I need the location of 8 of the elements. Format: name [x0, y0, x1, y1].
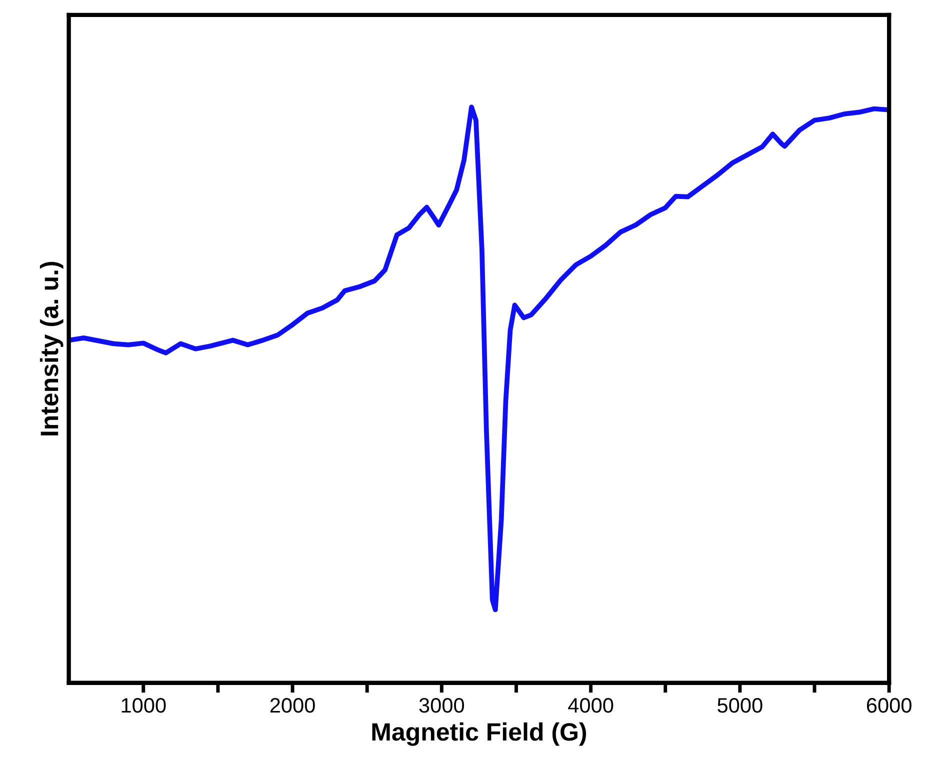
x-tick-label: 4000: [568, 698, 614, 713]
x-axis-title: Magnetic Field (G): [372, 722, 586, 746]
x-tick-label: 2000: [270, 698, 315, 713]
x-tick-label: 1000: [122, 698, 166, 713]
y-axis-title: Intensity (a. u.): [40, 262, 64, 436]
x-tick-label: 5000: [718, 698, 762, 713]
x-tick-label: 6000: [866, 698, 912, 713]
x-tick-label: 3000: [419, 698, 464, 713]
